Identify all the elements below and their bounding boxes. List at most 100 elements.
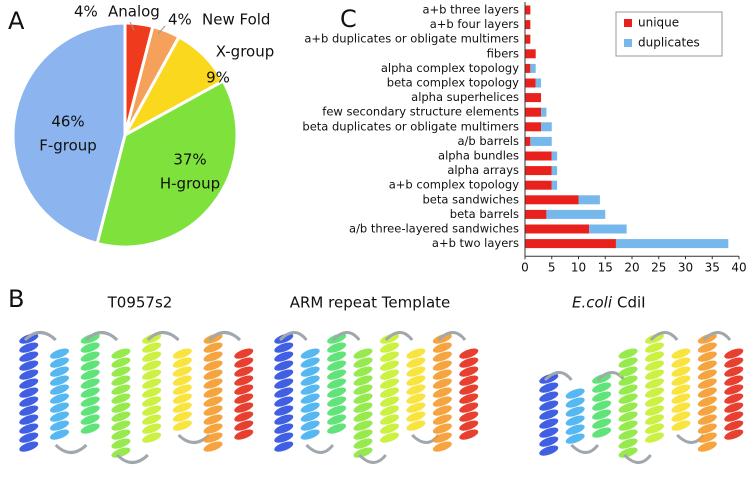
loop	[208, 331, 242, 342]
helix-turn	[49, 429, 69, 440]
helix-turn	[353, 438, 373, 449]
helix-turn	[406, 402, 426, 413]
bar	[525, 180, 552, 190]
bar	[541, 107, 547, 117]
helix-turn	[697, 432, 717, 443]
helix-turn	[406, 348, 426, 359]
x-tick-label: 25	[651, 261, 666, 275]
helix-turn	[300, 375, 320, 386]
helix-turn	[300, 384, 320, 395]
helix-turn	[80, 387, 100, 398]
y-tick-label: beta sandwiches	[423, 192, 520, 206]
helix-turn	[19, 351, 39, 362]
pie-slice	[95, 79, 239, 249]
helix-turn	[724, 402, 744, 413]
helix-turn	[49, 393, 69, 404]
loop	[702, 331, 732, 342]
helix-turn	[644, 387, 664, 398]
helix-turn	[459, 402, 479, 413]
helix-turn	[644, 405, 664, 416]
helix-turn	[353, 375, 373, 386]
helix-turn	[234, 348, 254, 359]
helix-turn	[353, 420, 373, 431]
x-tick-label: 0	[521, 261, 529, 275]
helix-turn	[142, 351, 162, 362]
helix-turn	[459, 375, 479, 386]
helix-turn	[406, 420, 426, 431]
helix-turn	[644, 369, 664, 380]
y-tick-label: beta duplicates or obligate multimers	[302, 119, 519, 133]
helix-turn	[539, 409, 559, 420]
helix-turn	[274, 414, 294, 425]
helix-turn	[618, 438, 638, 449]
helix-turn	[172, 384, 192, 395]
y-tick-label: a+b four layers	[430, 17, 519, 31]
helix-turn	[432, 387, 452, 398]
loop	[85, 331, 119, 342]
helix-turn	[300, 429, 320, 440]
helix-turn	[274, 387, 294, 398]
helix-turn	[618, 357, 638, 368]
helix-turn	[379, 369, 399, 380]
helix-turn	[203, 378, 223, 389]
x-tick-label: 10	[571, 261, 586, 275]
helix-turn	[49, 357, 69, 368]
helix-turn	[618, 447, 638, 458]
helix-turn	[80, 351, 100, 362]
helix-turn	[203, 342, 223, 353]
helix-turn	[379, 423, 399, 434]
helix-turn	[618, 393, 638, 404]
helix-turn	[671, 357, 691, 368]
helix-turn	[592, 400, 612, 411]
helix-turn	[142, 423, 162, 434]
slice-value-label: 4%	[74, 3, 98, 21]
helix-turn	[203, 360, 223, 371]
helix-turn	[142, 333, 162, 344]
loop	[116, 453, 149, 464]
helix-turn	[406, 384, 426, 395]
helix-turn	[19, 387, 39, 398]
helix-turn	[644, 351, 664, 362]
helix-turn	[203, 405, 223, 416]
legend-swatch	[624, 19, 632, 27]
helix-turn	[539, 436, 559, 447]
helix-turn	[274, 432, 294, 443]
helix-turn	[234, 393, 254, 404]
y-tick-label: a+b duplicates or obligate multimers	[304, 32, 519, 46]
helix-turn	[432, 360, 452, 371]
helix-turn	[565, 433, 585, 444]
helix-turn	[49, 366, 69, 377]
legend-swatch	[624, 39, 632, 47]
helix-turn	[697, 387, 717, 398]
loop	[358, 453, 387, 464]
helix-turn	[592, 391, 612, 402]
helix-turn	[234, 420, 254, 431]
helix-turn	[203, 414, 223, 425]
y-tick-label: alpha arrays	[447, 163, 519, 177]
helix-turn	[142, 396, 162, 407]
helix-turn	[274, 360, 294, 371]
slice-value-label: 37%	[173, 151, 206, 169]
loop	[384, 331, 414, 342]
helix-turn	[724, 384, 744, 395]
y-tick-label: a/b barrels	[458, 134, 520, 148]
helix-turn	[724, 393, 744, 404]
helix-turn	[671, 366, 691, 377]
helix-turn	[19, 342, 39, 353]
bar	[525, 224, 590, 234]
helix-turn	[697, 369, 717, 380]
leader-line	[129, 21, 135, 31]
helix-turn	[459, 348, 479, 359]
helix-turn	[671, 393, 691, 404]
helix-turn	[644, 360, 664, 371]
helix-turn	[432, 423, 452, 434]
helix-turn	[111, 357, 131, 368]
helix-turn	[432, 414, 452, 425]
bar	[525, 34, 531, 44]
helix-turn	[644, 432, 664, 443]
helix-turn	[203, 423, 223, 434]
legend-box	[615, 11, 723, 57]
slice-value-label: 9%	[206, 69, 230, 87]
helix-turn	[432, 378, 452, 389]
